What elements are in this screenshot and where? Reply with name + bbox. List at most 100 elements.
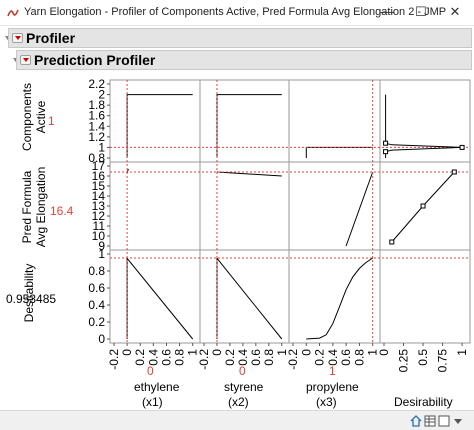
y-tick-label: 0.8 <box>88 264 105 278</box>
x-tick-label: 1 <box>275 349 289 356</box>
prediction-profiler-graph[interactable]: 2.221.81.61.41.210.81716151413121110910.… <box>0 72 474 412</box>
x-tick-label: 0.8 <box>262 349 276 366</box>
x-tick-label: -0.2 <box>107 349 121 370</box>
y-tick-label: 0.4 <box>88 298 105 312</box>
y-tick-label: 2.2 <box>88 77 105 91</box>
y-tick-label: 0.2 <box>88 315 105 329</box>
profiler-cell <box>199 249 290 344</box>
window-title: Yarn Elongation - Profiler of Components… <box>24 6 447 18</box>
response-trace <box>345 171 374 247</box>
y-tick-label: 15 <box>92 179 106 193</box>
profiler-header-bar <box>8 28 472 48</box>
x-tick-label: 0.4 <box>326 349 340 366</box>
factor-short-ethylene: (x1) <box>142 395 163 409</box>
x-tick-label: 0.2 <box>313 349 327 366</box>
desirability-handle <box>389 239 395 245</box>
y-tick-label: 2 <box>98 88 105 102</box>
desirability-x-tick-label: 0 <box>377 349 391 356</box>
dropdown-arrow-icon[interactable] <box>452 415 464 427</box>
profiler-cell <box>109 161 201 251</box>
window-titlebar: Yarn Elongation - Profiler of Components… <box>0 0 474 26</box>
x-tick-label: 0.6 <box>339 349 353 366</box>
y-tick-label: 9 <box>98 239 105 253</box>
profiler-cell <box>199 79 290 163</box>
profiler-marks <box>110 80 470 343</box>
minimize-button[interactable]: — <box>380 4 394 19</box>
maximize-button[interactable]: ☐ <box>415 4 427 19</box>
x-tick-label: 0.2 <box>223 349 237 366</box>
x-tick-label: 0.2 <box>133 349 147 366</box>
response-value-desirability: 0.953485 <box>6 292 57 306</box>
y-tick-label: 16 <box>92 169 106 183</box>
factor-short-propylene: (x3) <box>316 395 337 409</box>
response-trace <box>306 257 373 340</box>
y-tick-label: 1 <box>98 247 105 261</box>
x-tick-label: 0.8 <box>352 349 366 366</box>
factor-name-ethylene: ethylene <box>134 380 180 394</box>
x-tick-label: -0.2 <box>286 349 300 370</box>
profiler-cell <box>288 79 381 163</box>
factor-name-propylene: propylene <box>306 380 359 394</box>
desirability-x-tick-label: 0.25 <box>397 349 411 373</box>
profiler-red-triangle-menu[interactable] <box>12 33 23 43</box>
desirability-handle <box>451 169 457 175</box>
x-tick-label: 0.6 <box>249 349 263 366</box>
desirability-x-tick-label: 0.5 <box>416 349 430 366</box>
y-tick-label: 17 <box>92 159 106 173</box>
desirability-handle <box>383 149 389 155</box>
desirability-x-tick-label: 0.75 <box>436 349 450 373</box>
x-tick-label: 0.4 <box>146 349 160 366</box>
y-tick-label: 0 <box>98 332 105 346</box>
y-tick-label: 14 <box>92 189 106 203</box>
x-tick-label: -0.2 <box>197 349 211 370</box>
table-icon[interactable] <box>424 415 436 427</box>
factor-value-styrene[interactable]: 0 <box>239 364 246 378</box>
profiler-cells: 2.221.81.61.41.210.81716151413121110910.… <box>88 77 471 373</box>
profiler-cell <box>109 249 201 344</box>
profiler-title: Profiler <box>26 30 76 46</box>
x-tick-label: 0 <box>299 349 313 356</box>
prediction-profiler-red-triangle-menu[interactable] <box>20 55 31 65</box>
jmp-app-icon <box>7 9 19 17</box>
response-value-components-active: 1 <box>48 114 55 128</box>
y-tick-label: 12 <box>92 209 106 223</box>
desirability-handle <box>383 140 389 146</box>
x-tick-label: 1 <box>186 349 200 356</box>
y-tick-label: 13 <box>92 199 106 213</box>
y-tick-label: 1.6 <box>88 109 105 123</box>
y-tick-label: 10 <box>92 229 106 243</box>
desirability-x-tick-label: 1 <box>455 349 469 356</box>
factor-name-styrene: styrene <box>224 380 264 394</box>
y-tick-label: 1.4 <box>88 119 105 133</box>
x-tick-label: 0 <box>120 349 134 356</box>
home-icon[interactable] <box>410 415 422 427</box>
desirability-handle <box>420 203 426 209</box>
profiler-cell <box>199 161 290 251</box>
response-value-pred-formula: 16.4 <box>50 204 74 218</box>
status-bar <box>0 410 474 430</box>
close-button[interactable]: ✕ <box>449 4 461 19</box>
response-trace <box>216 171 282 177</box>
factor-short-styrene: (x2) <box>228 395 249 409</box>
x-tick-label: 1 <box>366 349 380 356</box>
profiler-cell <box>288 161 381 251</box>
x-tick-label: 0.6 <box>159 349 173 366</box>
window-layout-icon[interactable] <box>438 415 450 427</box>
profiler-cell <box>379 249 471 344</box>
y-tick-label: 1 <box>98 140 105 154</box>
desirability-column-label: Desirability <box>394 395 453 409</box>
prediction-profiler-title: Prediction Profiler <box>34 52 156 68</box>
factor-value-propylene[interactable]: 1 <box>329 364 336 378</box>
x-tick-label: 0.8 <box>173 349 187 366</box>
y-tick-label: 11 <box>93 219 106 233</box>
x-tick-label: 0.4 <box>236 349 250 366</box>
x-tick-label: 0 <box>210 349 224 356</box>
profiler-cell <box>288 249 381 344</box>
y-tick-label: 0.6 <box>88 281 105 295</box>
profiler-cell <box>109 79 201 163</box>
y-tick-label: 1.8 <box>88 98 105 112</box>
prediction-profiler-header-bar <box>16 50 472 70</box>
factor-value-ethylene[interactable]: 0 <box>147 364 154 378</box>
y-tick-label: 1.2 <box>88 130 105 144</box>
desirability-handle <box>459 144 465 150</box>
